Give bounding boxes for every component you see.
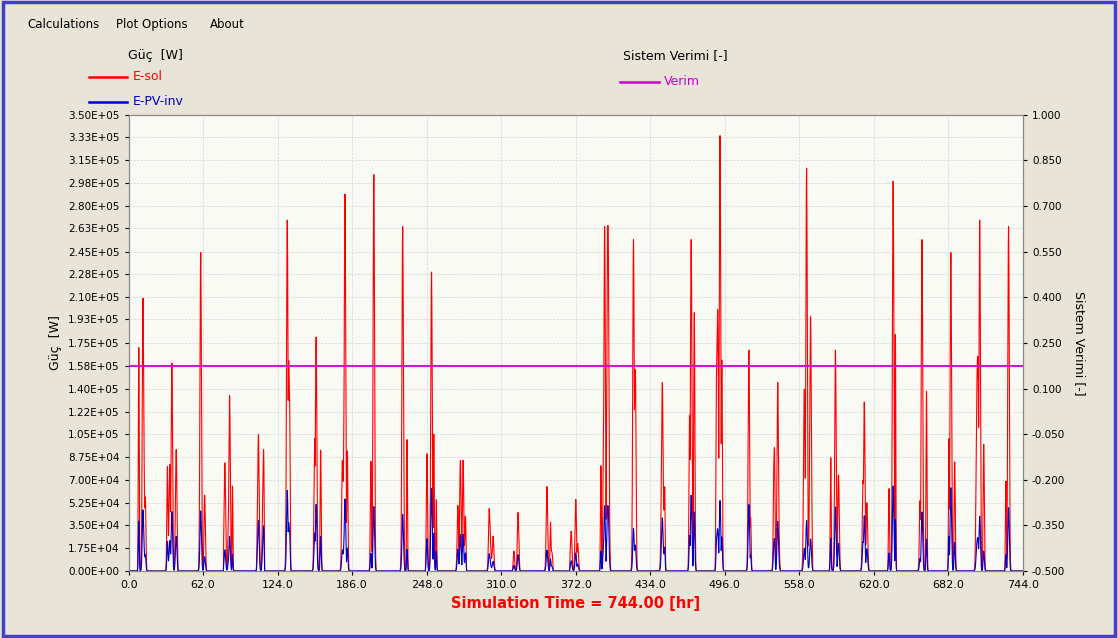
- Text: E-sol: E-sol: [133, 70, 163, 83]
- Text: Calculations: Calculations: [28, 19, 100, 31]
- X-axis label: Simulation Time = 744.00 [hr]: Simulation Time = 744.00 [hr]: [452, 596, 700, 611]
- Text: E-PV-inv: E-PV-inv: [133, 95, 183, 108]
- Text: Plot Options: Plot Options: [116, 19, 188, 31]
- Text: Sistem Verimi [-]: Sistem Verimi [-]: [623, 49, 728, 62]
- Text: About: About: [210, 19, 245, 31]
- Text: Verim: Verim: [664, 75, 700, 88]
- Text: Güç  [W]: Güç [W]: [127, 49, 182, 62]
- Y-axis label: Sistem Verimi [-]: Sistem Verimi [-]: [1073, 291, 1087, 395]
- Y-axis label: Güç  [W]: Güç [W]: [49, 315, 63, 371]
